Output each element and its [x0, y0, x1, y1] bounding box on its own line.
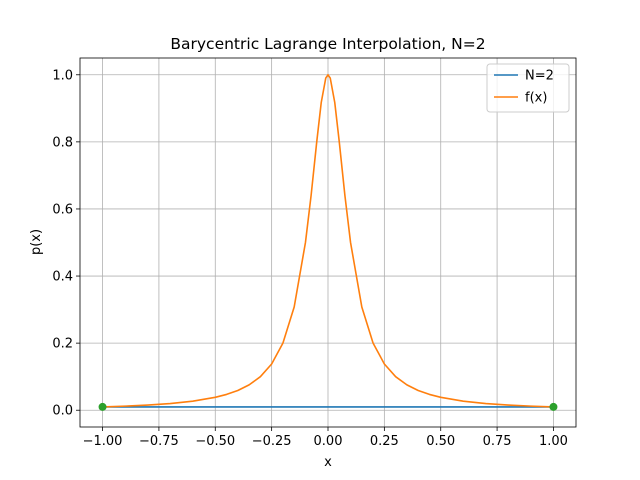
series-line-f-x- — [102, 73, 554, 408]
y-tick-label: 0.4 — [52, 270, 73, 285]
legend: N=2 f(x) — [486, 63, 570, 113]
chart-title: Barycentric Lagrange Interpolation, N=2 — [170, 35, 485, 53]
legend-entry: f(x) — [525, 91, 547, 106]
x-tick-label: 0.25 — [370, 434, 399, 449]
x-tick-label: −0.50 — [195, 434, 235, 449]
x-axis-label: x — [324, 455, 332, 470]
y-axis-label: p(x) — [29, 229, 44, 255]
y-tick-label: 0.6 — [52, 202, 73, 217]
node-point — [549, 402, 558, 411]
x-tick-label: −1.00 — [83, 434, 123, 449]
x-tick-label: −0.25 — [252, 434, 292, 449]
y-tick-label: 0.8 — [52, 135, 73, 150]
grid — [80, 58, 576, 427]
x-tick-label: 0.50 — [426, 434, 455, 449]
x-tick-label: 0.75 — [483, 434, 512, 449]
y-axis: 0.0 0.2 0.4 0.6 0.8 1.0 — [52, 68, 80, 419]
y-tick-label: 1.0 — [52, 68, 73, 83]
x-tick-label: 1.00 — [539, 434, 568, 449]
y-tick-label: 0.2 — [52, 337, 73, 352]
node-point — [98, 402, 107, 411]
y-tick-label: 0.0 — [52, 404, 73, 419]
series-lines — [102, 73, 554, 408]
legend-entry: N=2 — [525, 69, 554, 84]
legend-box — [486, 63, 570, 113]
x-tick-label: −0.75 — [139, 434, 179, 449]
x-axis: −1.00 −0.75 −0.50 −0.25 0.00 0.25 0.50 0.75 1.00 — [83, 427, 568, 449]
node-markers — [98, 402, 558, 411]
x-tick-label: 0.00 — [314, 434, 343, 449]
